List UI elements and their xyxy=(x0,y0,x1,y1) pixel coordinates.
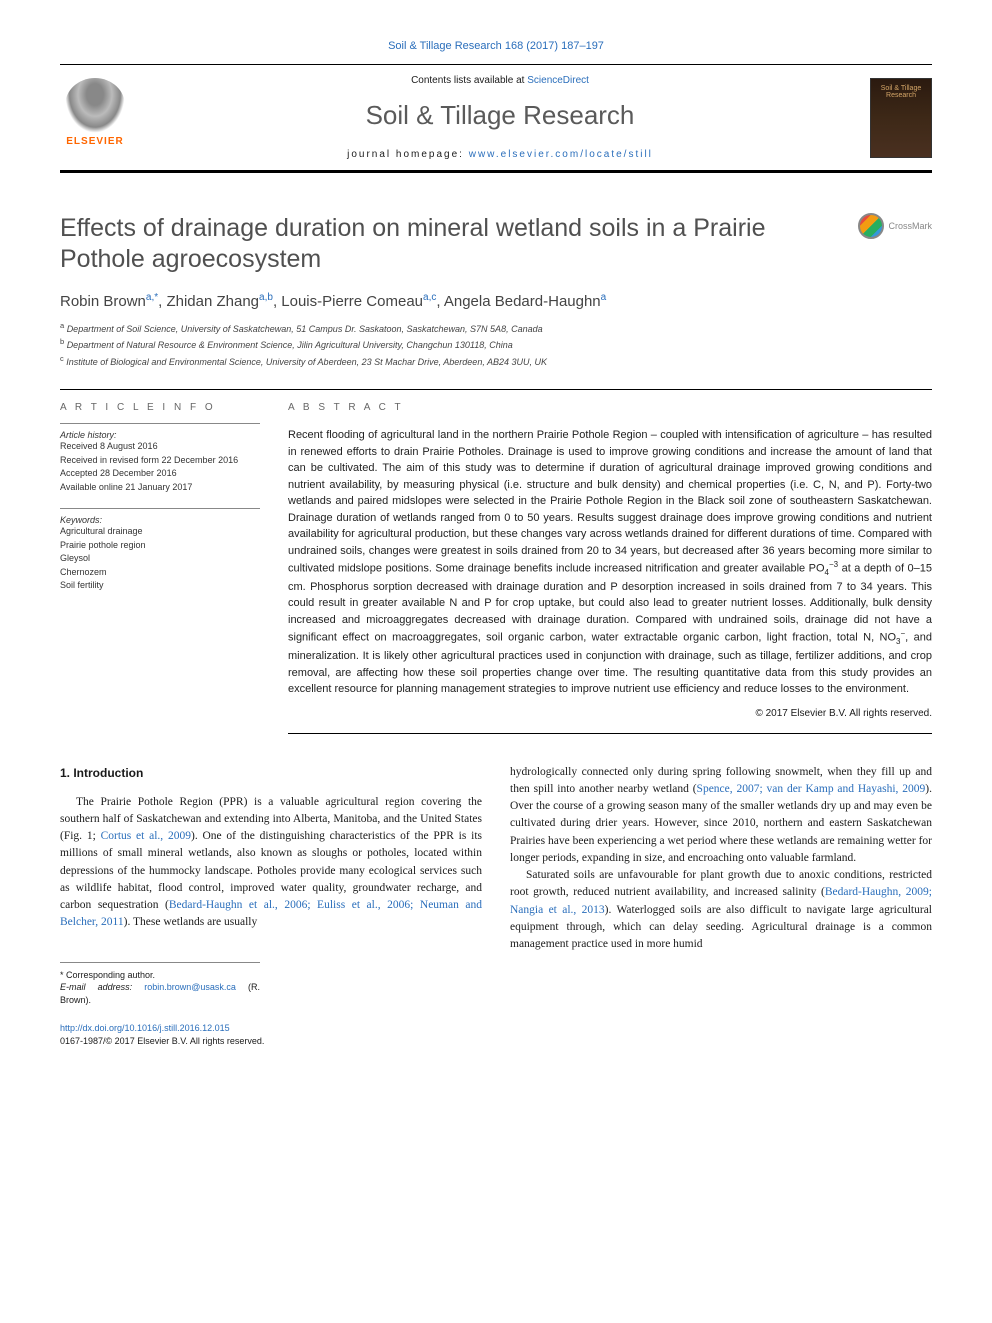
text-run: ). These wetlands are usually xyxy=(124,916,258,928)
email-line: E-mail address: robin.brown@usask.ca (R.… xyxy=(60,981,260,1006)
sciencedirect-link[interactable]: ScienceDirect xyxy=(527,75,589,86)
crossmark-label: CrossMark xyxy=(888,221,932,231)
abstract-text: Recent flooding of agricultural land in … xyxy=(288,427,932,698)
contents-line: Contents lists available at ScienceDirec… xyxy=(130,75,870,86)
crossmark-icon xyxy=(858,213,884,239)
article-info-heading: A R T I C L E I N F O xyxy=(60,402,260,413)
keyword: Agricultural drainage xyxy=(60,525,260,539)
intro-para-2: Saturated soils are unfavourable for pla… xyxy=(510,867,932,953)
history-block: Article history: Received 8 August 2016 … xyxy=(60,423,260,494)
issn-line: 0167-1987/© 2017 Elsevier B.V. All right… xyxy=(60,1035,482,1048)
homepage-link[interactable]: www.elsevier.com/locate/still xyxy=(469,149,653,160)
corresponding-footer: * Corresponding author. E-mail address: … xyxy=(60,962,260,1007)
body-col-left: 1. Introduction The Prairie Pothole Regi… xyxy=(60,764,482,1048)
journal-homepage-line: journal homepage: www.elsevier.com/locat… xyxy=(130,149,870,160)
intro-heading: 1. Introduction xyxy=(60,764,482,782)
keyword: Gleysol xyxy=(60,552,260,566)
elsevier-label: ELSEVIER xyxy=(66,136,123,147)
elsevier-tree-icon xyxy=(65,78,125,133)
article-info-column: A R T I C L E I N F O Article history: R… xyxy=(60,390,260,734)
abstract-column: A B S T R A C T Recent flooding of agric… xyxy=(288,390,932,734)
email-label: E-mail address: xyxy=(60,982,144,992)
history-line: Accepted 28 December 2016 xyxy=(60,467,260,481)
journal-cover-thumb[interactable]: Soil & Tillage Research xyxy=(870,78,932,158)
history-line: Received 8 August 2016 xyxy=(60,440,260,454)
corresponding-label: * Corresponding author. xyxy=(60,969,260,982)
homepage-prefix: journal homepage: xyxy=(347,149,469,160)
intro-para-1-cont: hydrologically connected only during spr… xyxy=(510,764,932,868)
citation-link[interactable]: Cortus et al., 2009 xyxy=(101,830,191,842)
abstract-heading: A B S T R A C T xyxy=(288,402,932,413)
intro-para-1: The Prairie Pothole Region (PPR) is a va… xyxy=(60,794,482,932)
contents-prefix: Contents lists available at xyxy=(411,75,527,86)
body-col-right: hydrologically connected only during spr… xyxy=(510,764,932,1048)
text-run: ). Over the course of a growing season m… xyxy=(510,783,932,864)
cover-line1: Soil & Tillage xyxy=(881,85,921,93)
keyword: Soil fertility xyxy=(60,579,260,593)
history-line: Received in revised form 22 December 201… xyxy=(60,454,260,468)
doi-link[interactable]: http://dx.doi.org/10.1016/j.still.2016.1… xyxy=(60,1023,230,1033)
keyword: Prairie pothole region xyxy=(60,539,260,553)
history-line: Available online 21 January 2017 xyxy=(60,481,260,495)
citation-link[interactable]: Spence, 2007; van der Kamp and Hayashi, … xyxy=(697,783,926,795)
keywords-block: Keywords: Agricultural drainage Prairie … xyxy=(60,508,260,593)
authors-line: Robin Browna,*, Zhidan Zhanga,b, Louis-P… xyxy=(60,292,932,310)
cover-line2: Research xyxy=(886,92,916,100)
top-citation[interactable]: Soil & Tillage Research 168 (2017) 187–1… xyxy=(60,40,932,52)
title-row: Effects of drainage duration on mineral … xyxy=(60,213,932,276)
keywords-label: Keywords: xyxy=(60,515,260,525)
keyword: Chernozem xyxy=(60,566,260,580)
affiliations: a Department of Soil Science, University… xyxy=(60,320,932,370)
copyright-line: © 2017 Elsevier B.V. All rights reserved… xyxy=(288,708,932,719)
email-link[interactable]: robin.brown@usask.ca xyxy=(144,982,236,992)
doi-area: http://dx.doi.org/10.1016/j.still.2016.1… xyxy=(60,1022,482,1047)
affiliation-a: a Department of Soil Science, University… xyxy=(60,320,932,337)
affiliation-c: c Institute of Biological and Environmen… xyxy=(60,353,932,370)
history-label: Article history: xyxy=(60,430,260,440)
elsevier-logo[interactable]: ELSEVIER xyxy=(60,78,130,158)
journal-title: Soil & Tillage Research xyxy=(130,100,870,131)
info-abstract-row: A R T I C L E I N F O Article history: R… xyxy=(60,389,932,734)
header-center: Contents lists available at ScienceDirec… xyxy=(130,75,870,160)
article-title: Effects of drainage duration on mineral … xyxy=(60,213,932,276)
affiliation-b: b Department of Natural Resource & Envir… xyxy=(60,336,932,353)
crossmark-badge[interactable]: CrossMark xyxy=(858,213,932,239)
body-columns: 1. Introduction The Prairie Pothole Regi… xyxy=(60,764,932,1048)
journal-header: ELSEVIER Contents lists available at Sci… xyxy=(60,64,932,173)
